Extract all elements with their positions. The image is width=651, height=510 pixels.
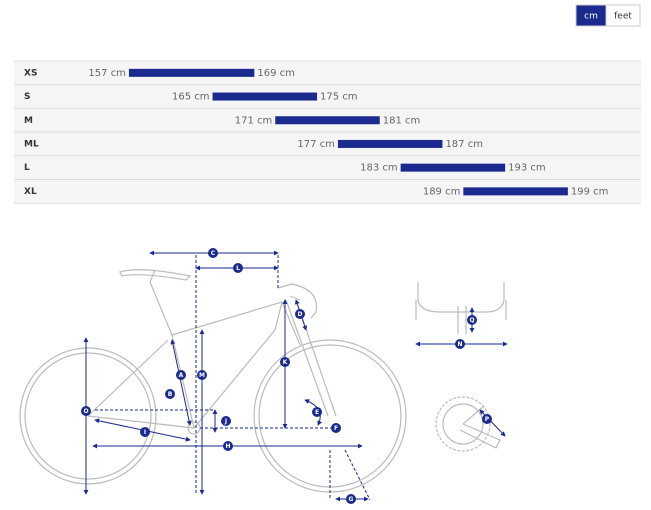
marker-dot bbox=[140, 427, 150, 437]
size-label: XS bbox=[24, 68, 37, 78]
range-low-label: 165 cm bbox=[172, 92, 210, 103]
dimension-marker: Q bbox=[467, 315, 477, 325]
row-background bbox=[14, 155, 641, 180]
range-bar bbox=[400, 163, 506, 172]
marker-label: B bbox=[168, 391, 173, 398]
range-low-label: 189 cm bbox=[423, 186, 461, 197]
marker-dot bbox=[312, 407, 322, 417]
range-high-label: 199 cm bbox=[571, 186, 609, 197]
marker-label: K bbox=[283, 359, 288, 366]
marker-dot bbox=[208, 248, 218, 258]
marker-label: J bbox=[224, 418, 227, 425]
dimension-marker: I bbox=[140, 427, 150, 437]
range-high-label: 175 cm bbox=[320, 92, 358, 103]
bike-diagram: C L D A B M K O I J H E F G Q N P bbox=[19, 248, 508, 504]
dimension-marker: N bbox=[455, 339, 465, 349]
size-label: XL bbox=[24, 187, 37, 197]
marker-label: L bbox=[236, 265, 240, 272]
dimension-marker: J bbox=[221, 416, 231, 426]
range-high-label: 187 cm bbox=[445, 139, 483, 150]
unit-toggle-label[interactable]: cm bbox=[584, 12, 598, 22]
dimension-marker: K bbox=[280, 357, 290, 367]
size-label: S bbox=[24, 92, 30, 102]
marker-label: M bbox=[199, 372, 205, 379]
row-background bbox=[14, 132, 641, 156]
row-background bbox=[14, 61, 641, 85]
marker-dot bbox=[295, 309, 305, 319]
marker-dot bbox=[81, 406, 91, 416]
size-label: L bbox=[24, 163, 30, 173]
marker-dot bbox=[346, 494, 356, 504]
marker-dot bbox=[223, 441, 233, 451]
marker-label: G bbox=[349, 496, 354, 503]
marker-dot bbox=[455, 339, 465, 349]
range-high-label: 169 cm bbox=[257, 68, 295, 79]
range-high-label: 193 cm bbox=[508, 163, 546, 174]
dimension-marker: B bbox=[165, 389, 175, 399]
marker-label: O bbox=[83, 408, 88, 415]
range-bar bbox=[463, 187, 568, 196]
dimension-marker: E bbox=[312, 407, 322, 417]
marker-label: D bbox=[298, 311, 303, 318]
marker-dot bbox=[233, 263, 243, 273]
marker-dot bbox=[467, 315, 477, 325]
marker-label: N bbox=[457, 341, 462, 348]
range-low-label: 183 cm bbox=[360, 163, 398, 174]
dimension-marker: C bbox=[208, 248, 218, 258]
marker-dot bbox=[176, 370, 186, 380]
marker-dot bbox=[482, 414, 492, 424]
marker-label: Q bbox=[469, 317, 474, 324]
range-bar bbox=[337, 139, 443, 148]
marker-label: E bbox=[315, 409, 319, 416]
range-high-label: 181 cm bbox=[383, 115, 421, 126]
range-low-label: 157 cm bbox=[88, 68, 126, 79]
size-label: ML bbox=[24, 139, 39, 149]
range-low-label: 177 cm bbox=[297, 139, 335, 150]
marker-dot bbox=[280, 357, 290, 367]
marker-dot bbox=[221, 416, 231, 426]
dimension-marker: D bbox=[295, 309, 305, 319]
dimension-marker: L bbox=[233, 263, 243, 273]
range-low-label: 171 cm bbox=[235, 115, 273, 126]
marker-label: A bbox=[179, 372, 184, 379]
marker-label: C bbox=[211, 250, 216, 257]
dimension-marker: P bbox=[482, 414, 492, 424]
marker-dot bbox=[331, 423, 341, 433]
unit-toggle-label[interactable]: feet bbox=[614, 12, 632, 22]
marker-label: F bbox=[334, 425, 338, 432]
dimension-marker: G bbox=[346, 494, 356, 504]
range-bar bbox=[212, 92, 318, 101]
row-background bbox=[14, 179, 641, 204]
dimension-marker: A bbox=[176, 370, 186, 380]
range-bar bbox=[128, 68, 255, 77]
marker-label: P bbox=[485, 416, 490, 423]
marker-dot bbox=[165, 389, 175, 399]
row-background bbox=[14, 84, 641, 109]
marker-label: H bbox=[225, 443, 230, 450]
size-label: M bbox=[24, 116, 33, 126]
marker-dot bbox=[197, 370, 207, 380]
dimension-marker: F bbox=[331, 423, 341, 433]
dimension-marker: H bbox=[223, 441, 233, 451]
dimension-marker: O bbox=[81, 406, 91, 416]
marker-label: I bbox=[144, 429, 146, 436]
unit-toggle-button[interactable] bbox=[605, 4, 641, 27]
dimension-marker: M bbox=[197, 370, 207, 380]
range-bar bbox=[275, 116, 380, 125]
